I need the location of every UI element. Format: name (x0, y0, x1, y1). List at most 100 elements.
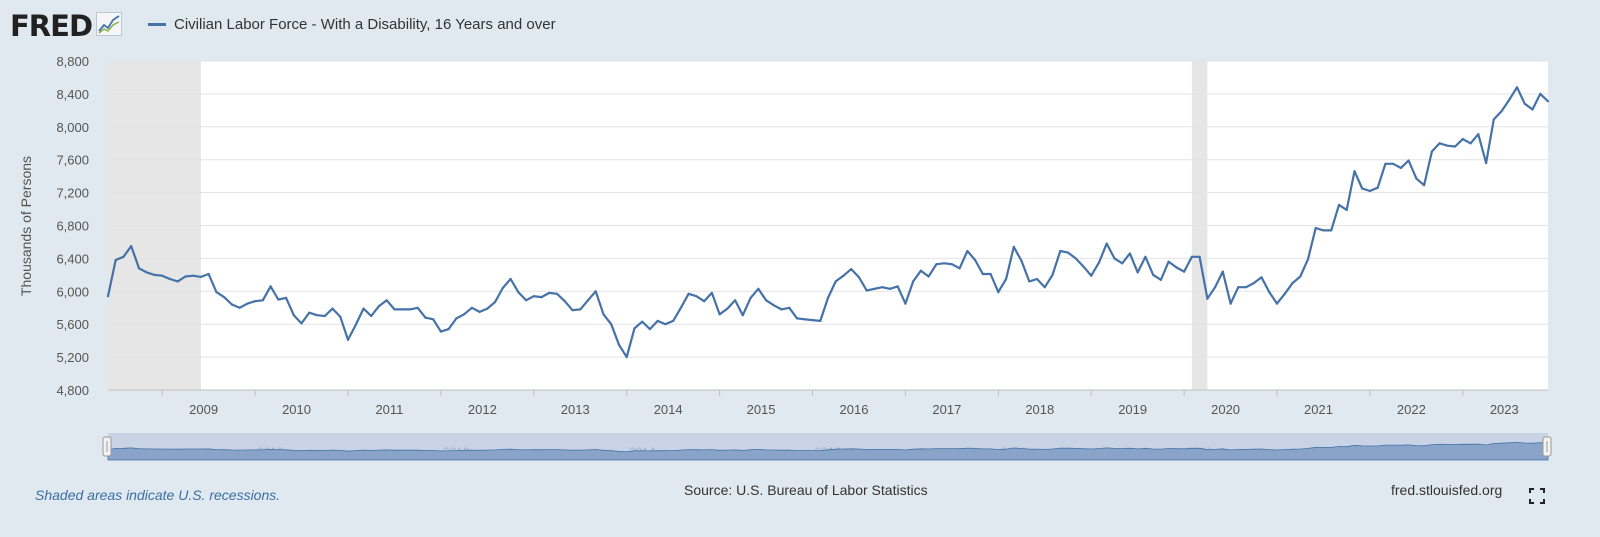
data-point (548, 291, 551, 294)
data-point (1546, 100, 1550, 103)
x-tick-label: 2019 (1118, 402, 1147, 417)
y-axis-ticks: 4,800 5,200 5,600 6,000 6,400 6,800 7,200 7,600… (56, 54, 89, 398)
y-tick-label: 8,800 (56, 54, 89, 69)
data-point (517, 291, 520, 294)
data-point (1446, 144, 1449, 147)
navigator-area (107, 441, 1549, 461)
y-tick-label: 8,400 (56, 87, 89, 102)
data-point (1005, 277, 1008, 281)
y-tick-label: 6,800 (56, 219, 89, 234)
y-tick-label: 7,200 (56, 186, 89, 201)
x-tick-label: 2011 (375, 402, 403, 417)
data-point (1500, 110, 1503, 113)
data-point (269, 285, 272, 288)
data-point (130, 245, 133, 248)
data-point (602, 313, 605, 316)
data-point (1407, 159, 1410, 162)
x-tick-label: 2018 (1025, 402, 1054, 417)
data-point (1175, 266, 1178, 269)
fred-logo[interactable]: FRED (10, 9, 93, 43)
line-chart: 4,800 5,200 5,600 6,000 6,400 6,800 7,200 7,600… (18, 54, 1552, 461)
data-point (857, 276, 861, 279)
fullscreen-icon[interactable] (1529, 488, 1545, 504)
data-point (238, 306, 241, 309)
site-link[interactable]: fred.stlouisfed.org (1391, 482, 1503, 498)
data-point (1128, 252, 1131, 255)
data-point (656, 319, 659, 322)
y-tick-label: 6,000 (56, 284, 89, 299)
x-tick-label: 2021 (1304, 402, 1333, 417)
data-point (1376, 186, 1379, 189)
data-point (192, 274, 195, 277)
data-point (1206, 297, 1209, 300)
data-point (525, 299, 528, 302)
data-point (1097, 261, 1101, 264)
data-point (285, 296, 288, 299)
y-tick-label: 8,000 (56, 120, 89, 135)
data-point (904, 302, 907, 305)
x-axis-ticks: 2009 2010 2011 2012 2013 2014 2015 2016 2017 2018… (161, 390, 1519, 417)
data-point (161, 274, 164, 277)
data-point (106, 295, 110, 298)
data-point (772, 304, 775, 307)
data-point (555, 292, 559, 295)
data-point (1090, 274, 1093, 277)
data-point (865, 289, 868, 292)
data-point (1221, 270, 1224, 273)
data-point (625, 356, 628, 359)
data-point (1345, 208, 1348, 211)
chart-legend[interactable]: Civilian Labor Force - With a Disability… (148, 16, 556, 33)
data-point (463, 313, 466, 316)
data-point (1353, 170, 1356, 173)
data-point (1485, 161, 1488, 165)
data-point (1074, 257, 1077, 260)
data-point (881, 286, 884, 289)
data-point (114, 258, 117, 262)
data-point (633, 327, 636, 330)
data-point (1237, 286, 1240, 289)
data-point (223, 296, 226, 299)
x-tick-label: 2009 (189, 402, 218, 417)
y-tick-label: 7,600 (56, 153, 89, 168)
data-point (1028, 280, 1031, 283)
data-point (1190, 255, 1193, 258)
data-point (432, 318, 435, 321)
x-tick-label: 2012 (468, 402, 497, 417)
range-navigator[interactable]: 2010201220142016201820202022 (102, 433, 1552, 461)
data-point (1283, 292, 1286, 295)
data-point (1275, 302, 1279, 305)
data-point (788, 306, 791, 309)
data-point (1059, 249, 1062, 253)
x-tick-label: 2014 (654, 402, 683, 417)
data-point (176, 280, 179, 283)
data-point (1306, 258, 1310, 261)
data-point (1082, 265, 1085, 268)
data-point (385, 299, 388, 302)
data-point (664, 323, 667, 326)
data-point (1508, 98, 1511, 101)
data-point (1531, 108, 1534, 111)
fred-graph-icon (96, 11, 123, 41)
data-point (974, 258, 977, 262)
data-point (532, 295, 535, 298)
data-point (246, 302, 249, 305)
data-point (153, 273, 156, 276)
data-point (331, 307, 334, 310)
data-point (377, 305, 381, 308)
data-point (648, 328, 652, 331)
data-point (641, 320, 644, 323)
y-tick-label: 4,800 (56, 383, 89, 398)
data-point (370, 314, 373, 318)
data-point (1159, 278, 1162, 281)
data-point (1066, 251, 1070, 254)
data-point (1515, 86, 1519, 89)
data-point (826, 296, 830, 299)
data-point (695, 295, 698, 298)
data-point (1438, 142, 1441, 145)
data-point (1368, 189, 1371, 193)
data-point (393, 308, 396, 311)
data-point (501, 286, 504, 290)
data-point (1260, 276, 1263, 279)
data-point (401, 308, 404, 311)
data-point (811, 319, 814, 322)
